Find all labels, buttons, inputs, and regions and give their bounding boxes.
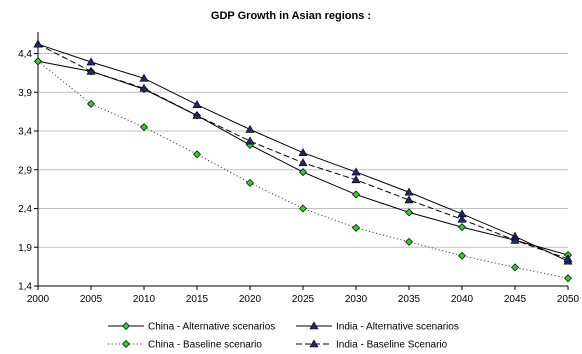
series-group <box>33 39 573 283</box>
y-tick-label: 1,4 <box>18 282 32 293</box>
data-point <box>298 158 308 167</box>
data-point <box>352 190 360 199</box>
x-tick-label: 2010 <box>133 294 156 305</box>
x-tick-label: 2050 <box>557 294 580 305</box>
y-tick-label: 3,9 <box>18 88 32 99</box>
x-tick-label: 2025 <box>292 294 315 305</box>
data-point <box>564 274 572 283</box>
data-point <box>192 110 202 119</box>
x-tick-label: 2005 <box>80 294 103 305</box>
data-point <box>352 223 360 232</box>
data-point <box>511 263 519 272</box>
legend-label: China - Baseline scenario <box>148 340 262 351</box>
data-point <box>193 150 201 159</box>
data-point <box>246 178 254 187</box>
legend-swatch-marker <box>122 340 130 348</box>
x-tick-label: 2030 <box>345 294 368 305</box>
data-point <box>298 148 308 156</box>
y-tick-label: 2,4 <box>18 204 32 215</box>
data-point <box>299 168 307 177</box>
series-line-0 <box>37 60 569 256</box>
data-point <box>33 39 43 48</box>
legend-swatch-marker <box>309 339 319 348</box>
x-tick-label: 2015 <box>186 294 209 305</box>
data-point <box>139 83 149 92</box>
data-point <box>245 136 255 145</box>
data-point <box>87 99 95 108</box>
legend: China - Alternative scenarios India - Alt… <box>108 321 459 351</box>
data-point <box>245 124 255 133</box>
y-tick-label: 1,9 <box>18 243 32 254</box>
chart-title: GDP Growth in Asian regions : <box>211 10 371 22</box>
data-point <box>351 167 361 176</box>
x-tick-label: 2000 <box>27 294 50 305</box>
x-tick-label: 2035 <box>398 294 421 305</box>
y-tick-label: 3,4 <box>18 127 32 138</box>
data-point <box>299 204 307 213</box>
data-point <box>140 123 148 132</box>
data-point <box>458 223 466 232</box>
legend-label: China - Alternative scenarios <box>148 322 275 333</box>
data-point <box>457 214 467 223</box>
data-point <box>458 251 466 260</box>
x-tick-label: 2040 <box>451 294 474 305</box>
legend-label: India - Baseline Scenario <box>336 340 448 351</box>
data-point <box>404 187 414 196</box>
data-point <box>192 100 202 108</box>
y-tick-label: 4,4 <box>18 49 32 60</box>
y-tick-label: 2,9 <box>18 165 32 176</box>
data-point <box>139 73 149 82</box>
data-point <box>351 175 361 184</box>
x-tick-label: 2020 <box>239 294 262 305</box>
data-point <box>510 235 520 244</box>
data-point <box>86 57 96 66</box>
data-point <box>405 208 413 217</box>
data-point <box>86 66 96 75</box>
data-point <box>563 254 573 263</box>
data-point <box>404 195 414 204</box>
axes: 1,4 1,9 2,4 2,9 3,4 3,9 4,4 2000 2005 2010 2015 202… <box>18 32 580 305</box>
data-point <box>34 57 42 66</box>
x-tick-label: 2045 <box>504 294 527 305</box>
legend-swatch-marker <box>122 322 130 330</box>
legend-swatch-marker <box>309 321 319 330</box>
legend-label: India - Alternative scenarios <box>336 322 459 333</box>
data-point <box>405 237 413 246</box>
